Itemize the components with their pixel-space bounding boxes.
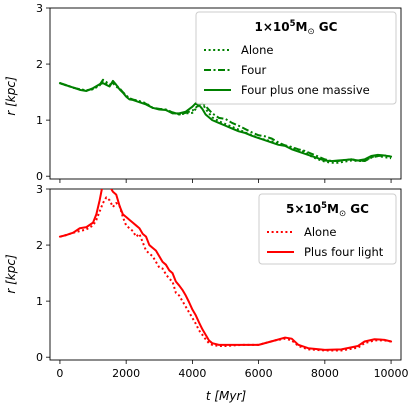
series-line-top-3: [58, 79, 393, 163]
x-tick-label: 4000: [178, 367, 206, 380]
legend-title: 1×105M⊙ GC: [255, 19, 338, 37]
panel-top-y-ticks: 0 1 2 3: [36, 2, 50, 183]
legend-label-3: Four plus one massive: [241, 83, 370, 97]
panel-bottom-legend: 5×105M⊙ GC Alone Plus four light: [258, 193, 397, 265]
panel-top-legend: 1×105M⊙ GC Alone Four Four plus one massive: [195, 11, 397, 105]
legend-frame: [195, 11, 397, 105]
x-axis-label: t [Myr]: [206, 389, 247, 403]
legend-label-2: Four: [241, 63, 267, 77]
panel-bottom-frame: [49, 188, 402, 361]
legend-frame: [258, 193, 397, 265]
legend-title: 5×105M⊙ GC: [286, 201, 369, 219]
x-tick-label: 10000: [374, 367, 408, 380]
panel-top-series: [58, 78, 393, 164]
y-tick-label: 0: [36, 170, 43, 183]
panel-bottom-x-ticks: 0 2000 4000 6000 8000 10000: [56, 360, 408, 380]
panel-top-y-axis-label: r [kpc]: [4, 76, 18, 116]
series-line-top-1: [59, 79, 392, 164]
y-tick-label: 3: [36, 2, 43, 15]
x-tick-label: 0: [56, 367, 63, 380]
x-tick-label: 6000: [245, 367, 273, 380]
x-tick-label: 8000: [311, 367, 339, 380]
panel-bottom-series: [58, 189, 393, 352]
panel-top-x-ticks: [59, 179, 392, 183]
x-tick-label: 2000: [112, 367, 140, 380]
y-tick-label: 2: [36, 58, 43, 71]
y-tick-label: 1: [36, 295, 43, 308]
y-tick-label: 0: [36, 351, 43, 364]
series-line-bottom-2: [58, 189, 393, 351]
series-line-bottom-1: [59, 196, 392, 352]
panel-top-frame: [49, 7, 402, 180]
y-tick-label: 1: [36, 114, 43, 127]
panel-bottom: 0 1 2 3 0 2000 4000 6000 8000 10000 r [kpc] 5×10…: [4, 183, 408, 380]
legend-label-1: Alone: [304, 225, 336, 239]
panel-bottom-y-ticks: 0 1 2 3: [36, 183, 50, 364]
panel-bottom-y-axis-label: r [kpc]: [4, 254, 18, 294]
y-tick-label: 3: [36, 183, 43, 196]
panel-top: 0 1 2 3 r [kpc] 1×105M⊙ GC Alone Four Four plu…: [4, 2, 402, 183]
y-tick-label: 2: [36, 239, 43, 252]
legend-label-2: Plus four light: [304, 245, 384, 259]
legend-label-1: Alone: [241, 43, 273, 57]
